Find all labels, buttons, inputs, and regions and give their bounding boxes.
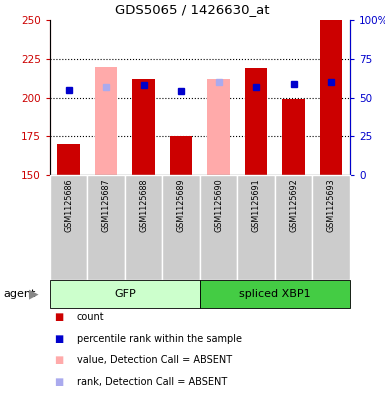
- Text: rank, Detection Call = ABSENT: rank, Detection Call = ABSENT: [77, 377, 227, 387]
- Text: GSM1125691: GSM1125691: [252, 178, 261, 232]
- Bar: [313, 175, 350, 280]
- Text: GSM1125687: GSM1125687: [102, 178, 111, 232]
- Text: percentile rank within the sample: percentile rank within the sample: [77, 334, 242, 343]
- Bar: [162, 175, 200, 280]
- Text: ▶: ▶: [29, 288, 38, 301]
- Bar: [132, 79, 155, 175]
- Text: GSM1125686: GSM1125686: [64, 178, 73, 231]
- Bar: [57, 144, 80, 175]
- Text: ■: ■: [54, 355, 63, 365]
- Bar: [245, 68, 268, 175]
- Text: GSM1125693: GSM1125693: [327, 178, 336, 232]
- Bar: [320, 20, 343, 175]
- Bar: [125, 175, 162, 280]
- Text: ■: ■: [54, 377, 63, 387]
- Text: GDS5065 / 1426630_at: GDS5065 / 1426630_at: [115, 4, 270, 17]
- Text: value, Detection Call = ABSENT: value, Detection Call = ABSENT: [77, 355, 232, 365]
- Bar: [208, 79, 230, 175]
- Text: GSM1125690: GSM1125690: [214, 178, 223, 232]
- Text: ■: ■: [54, 312, 63, 322]
- Text: ■: ■: [54, 334, 63, 343]
- Text: count: count: [77, 312, 105, 322]
- Text: GSM1125692: GSM1125692: [289, 178, 298, 232]
- Bar: [238, 175, 275, 280]
- Bar: [200, 175, 238, 280]
- Text: GFP: GFP: [114, 289, 136, 299]
- Text: GSM1125688: GSM1125688: [139, 178, 148, 231]
- Text: spliced XBP1: spliced XBP1: [239, 289, 311, 299]
- Bar: [170, 136, 192, 175]
- Bar: [87, 175, 125, 280]
- Bar: [275, 175, 313, 280]
- Text: agent: agent: [4, 289, 36, 299]
- Bar: [95, 66, 117, 175]
- Bar: [200, 280, 350, 308]
- Bar: [50, 175, 87, 280]
- Bar: [50, 280, 200, 308]
- Text: GSM1125689: GSM1125689: [177, 178, 186, 232]
- Bar: [283, 99, 305, 175]
